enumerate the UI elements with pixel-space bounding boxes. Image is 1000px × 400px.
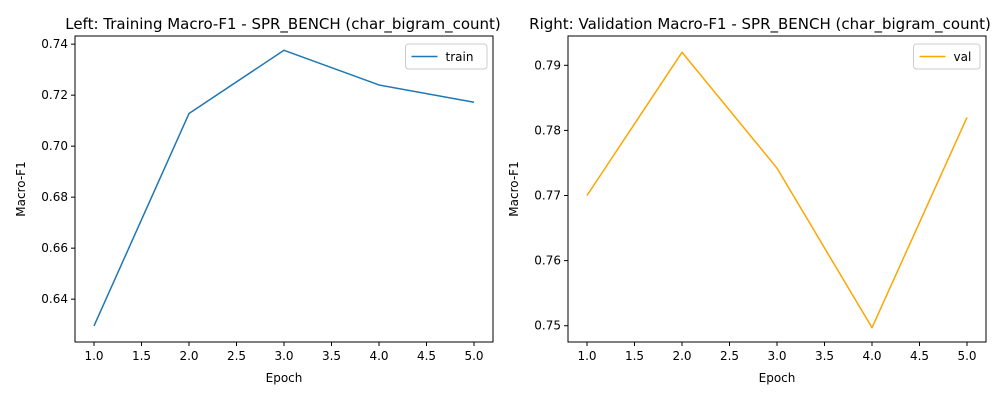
right-y-tick-label: 0.76: [534, 254, 561, 268]
left-chart-title: Left: Training Macro-F1 - SPR_BENCH (cha…: [65, 15, 501, 34]
right-legend: val: [913, 43, 981, 70]
right-x-tick-label: 1.0: [577, 349, 596, 363]
left-x-tick-label: 2.5: [227, 349, 246, 363]
left-y-tick-label: 0.72: [41, 88, 68, 102]
left-y-tick-label: 0.66: [41, 241, 68, 255]
left-x-tick-label: 3.0: [274, 349, 293, 363]
right-x-tick-label: 4.0: [862, 349, 881, 363]
right-y-tick-label: 0.78: [534, 123, 561, 137]
left-y-tick-label: 0.64: [41, 292, 68, 306]
left-legend-label: train: [446, 50, 474, 64]
right-y-tick-label: 0.77: [534, 189, 561, 203]
right-legend-box: [913, 43, 981, 70]
right-y-tick-label: 0.79: [534, 58, 561, 72]
left-x-tick-label: 1.5: [132, 349, 151, 363]
left-legend-box: [405, 43, 488, 70]
left-x-tick-label: 3.5: [322, 349, 341, 363]
right-x-tick-label: 3.5: [815, 349, 834, 363]
left-x-tick-label: 4.0: [369, 349, 388, 363]
left-y-tick-label: 0.74: [41, 37, 68, 51]
right-x-tick-label: 3.0: [767, 349, 786, 363]
left-y-axis-label: Macro-F1: [14, 161, 28, 216]
left-x-tick-label: 1.0: [84, 349, 103, 363]
right-x-tick-label: 5.0: [957, 349, 976, 363]
left-x-tick-label: 4.5: [417, 349, 436, 363]
right-plot-frame: [567, 35, 987, 343]
left-x-axis-label: Epoch: [266, 371, 303, 385]
right-series-line-val: [586, 51, 968, 329]
right-x-axis-label: Epoch: [759, 371, 796, 385]
right-x-tick-label: 2.0: [672, 349, 691, 363]
left-series-line-train: [93, 49, 475, 327]
right-x-tick-label: 2.5: [720, 349, 739, 363]
left-plot-frame: [74, 35, 494, 343]
left-x-tick-label: 5.0: [464, 349, 483, 363]
left-y-tick-label: 0.68: [41, 190, 68, 204]
right-legend-label: val: [954, 50, 972, 64]
left-x-tick-label: 2.0: [179, 349, 198, 363]
right-y-tick-label: 0.75: [534, 319, 561, 333]
left-y-tick-label: 0.70: [41, 139, 68, 153]
right-x-tick-label: 4.5: [910, 349, 929, 363]
right-y-axis-label: Macro-F1: [507, 161, 521, 216]
chart-right: Right: Validation Macro-F1 - SPR_BENCH (…: [507, 15, 991, 385]
right-chart-title: Right: Validation Macro-F1 - SPR_BENCH (…: [529, 15, 991, 34]
right-x-tick-label: 1.5: [625, 349, 644, 363]
chart-left: Left: Training Macro-F1 - SPR_BENCH (cha…: [14, 15, 501, 385]
left-legend: train: [405, 43, 488, 70]
